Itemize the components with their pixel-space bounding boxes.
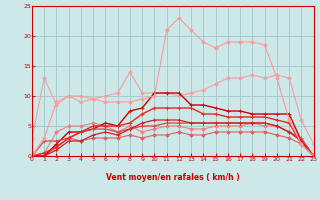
X-axis label: Vent moyen/en rafales ( km/h ): Vent moyen/en rafales ( km/h ): [106, 173, 240, 182]
